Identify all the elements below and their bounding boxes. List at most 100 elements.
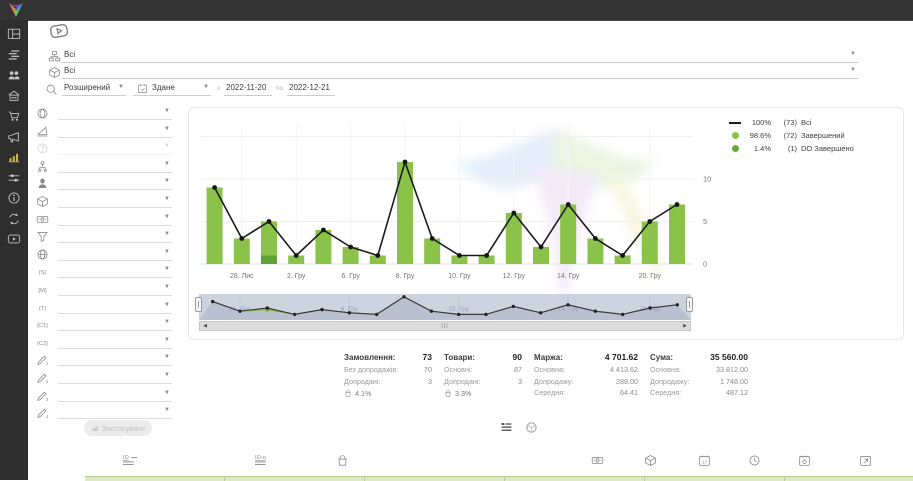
filter-select-brace-s[interactable]: ▼ <box>58 264 172 279</box>
stat-subrow: Основні: 87 <box>444 365 522 374</box>
filter-select-globe-grid[interactable]: ▼ <box>58 247 172 261</box>
column-calendar-17-icon[interactable]: 17 <box>698 453 711 468</box>
stat-value: 73 <box>422 352 432 362</box>
scroll-right-icon[interactable]: ▶ <box>683 323 687 329</box>
svg-text:8. Гру: 8. Гру <box>396 273 415 280</box>
products-select[interactable]: Всі ▼ <box>62 64 858 79</box>
column-calendar-export-icon[interactable] <box>859 453 872 468</box>
sidebar-item-dashboard-icon[interactable] <box>7 27 21 41</box>
filter-row-brace-c2: {C2} ▼ <box>36 335 172 353</box>
table-row[interactable] <box>85 476 913 481</box>
filter-row-brace-c1: {C1} ▼ <box>36 317 172 335</box>
search-mode-value: Розширений <box>64 83 111 92</box>
filter-select-funnel[interactable]: ▼ <box>58 229 172 244</box>
filter-row-globe: ▼ <box>36 106 172 124</box>
sidebar-item-info-icon[interactable] <box>7 191 21 205</box>
filter-select-pencil3[interactable]: ▼ <box>58 388 172 402</box>
line-swatch-icon <box>727 121 743 124</box>
filter-select-brace-c2[interactable]: ▼ <box>58 335 172 349</box>
chart-navigator[interactable]: 28. Лис 6. Гру 10. Гру 14. Гру 20. Гру <box>199 294 691 320</box>
upsell-percent: 3.3% <box>444 388 522 400</box>
filter-row-cube: ▼ <box>36 194 172 212</box>
filter-row-brace-t: {T} ▼ <box>36 300 172 318</box>
orders-chart-card: 28. Лис 2. Гру 6. Гру 8. Гру 10. Гру 12. Гру 1… <box>188 107 904 340</box>
date-from-input[interactable]: 2022-11-20 <box>224 81 272 96</box>
search-icon[interactable] <box>45 83 58 96</box>
person-icon <box>36 177 49 190</box>
stat-subrow: Без допродажів: 70 <box>344 365 432 374</box>
apply-filters-button[interactable]: Застосувати <box>84 420 152 436</box>
sidebar-item-sync-icon[interactable] <box>7 212 21 226</box>
product-view-icon[interactable] <box>525 421 538 434</box>
column-calendar-dot-icon[interactable] <box>798 453 811 468</box>
search-mode-select[interactable]: Розширений ▼ <box>62 81 126 96</box>
date-to-input[interactable]: 2022-12-21 <box>287 81 335 96</box>
legend-item-all[interactable]: 100% (73) Всі <box>727 116 854 129</box>
column-id-ref-icon[interactable]: ID-о <box>252 453 272 468</box>
bag-icon <box>344 389 352 398</box>
navigator-scrollbar[interactable]: ◀ ||| ▶ <box>199 321 691 331</box>
filter-select-pencil2[interactable]: ▼ <box>58 370 172 384</box>
chevron-down-icon: ▼ <box>164 143 170 150</box>
package-icon <box>48 66 61 79</box>
filter-row-help: ▼ <box>36 141 172 159</box>
filter-select-org[interactable]: ▼ <box>58 159 172 173</box>
filter-select-brace-m[interactable]: ▼ <box>58 282 172 296</box>
navigator-mini-chart: 28. Лис 6. Гру 10. Гру 14. Гру 20. Гру <box>199 294 691 320</box>
filter-select-banknote[interactable]: ▼ <box>58 212 172 226</box>
navigator-right-handle[interactable] <box>686 297 693 312</box>
brace-c2-icon: {C2} <box>36 336 49 349</box>
filter-select-brace-t[interactable]: ▼ <box>58 300 172 314</box>
legend-item-completed[interactable]: 98.6% (72) Завершений <box>727 129 854 142</box>
chevron-down-icon: ▼ <box>118 84 124 90</box>
stat-header: Маржа: 4 701.62 <box>534 352 638 365</box>
sidebar-item-chart-icon[interactable] <box>7 150 21 164</box>
filter-row-person: ▼ <box>36 176 172 194</box>
date-to-label: по <box>276 85 284 92</box>
stat-column-1: Товари: 90 Основні: 87 Допродані: 3 3.3% <box>444 352 522 400</box>
sidebar-item-users-icon[interactable] <box>7 68 21 82</box>
sidebar-item-tasks-icon[interactable] <box>7 48 21 62</box>
filter-row-pencil4: 4 ▼ <box>36 405 172 423</box>
filter-select-pencil4[interactable]: ▼ <box>58 405 172 420</box>
status-scope-select[interactable]: Всі ▼ <box>62 48 858 63</box>
filter-select-globe[interactable]: ▼ <box>58 106 172 120</box>
scrollbar-grip[interactable]: ||| <box>441 323 449 329</box>
filter-select-person[interactable]: ▼ <box>58 176 172 191</box>
cube-icon <box>36 195 49 208</box>
sidebar-item-cart-icon[interactable] <box>7 109 21 123</box>
list-view-icon[interactable] <box>500 421 513 434</box>
sidebar-item-megaphone-icon[interactable] <box>7 130 21 144</box>
navigator-left-handle[interactable] <box>195 297 202 312</box>
svg-text:{C2}: {C2} <box>37 341 48 347</box>
svg-text:{C1}: {C1} <box>37 323 48 329</box>
legend-item-do-completed[interactable]: 1.4% (1) DO Завершено <box>727 142 854 155</box>
app-logo-icon[interactable] <box>6 1 26 19</box>
filter-select-brace-c1[interactable]: ▼ <box>58 317 172 332</box>
filter-select-cube[interactable]: ▼ <box>58 194 172 208</box>
globe-icon <box>36 107 49 120</box>
sidebar-item-video-icon[interactable] <box>7 232 21 246</box>
chevron-down-icon: ▼ <box>164 195 170 202</box>
scroll-left-icon[interactable]: ◀ <box>203 323 207 329</box>
column-cube-icon[interactable] <box>644 453 657 468</box>
column-clock-icon[interactable] <box>748 453 761 468</box>
filter-select-ruler[interactable]: ▼ <box>58 124 172 138</box>
chart-icon <box>91 426 98 431</box>
chevron-down-icon: ▼ <box>850 67 856 73</box>
sidebar-item-sliders-icon[interactable] <box>7 171 21 185</box>
svg-text:{M}: {M} <box>38 288 47 294</box>
column-bag-icon[interactable] <box>336 453 349 468</box>
stat-title: Сума: <box>650 353 674 362</box>
filter-select-pencil1[interactable]: ▼ <box>58 352 172 367</box>
svg-text:4: 4 <box>46 414 49 419</box>
chevron-down-icon: ▼ <box>164 407 170 414</box>
svg-text:5: 5 <box>703 217 707 226</box>
sidebar-item-store-icon[interactable] <box>7 89 21 103</box>
svg-text:28. Лис: 28. Лис <box>230 273 254 280</box>
video-tutorial-icon[interactable] <box>45 19 72 43</box>
column-banknote-icon[interactable] <box>591 453 604 468</box>
top-bar <box>0 0 913 21</box>
date-field-select[interactable]: Здане ▼ <box>133 81 211 96</box>
column-id-lines-icon[interactable]: ID <box>120 453 140 468</box>
